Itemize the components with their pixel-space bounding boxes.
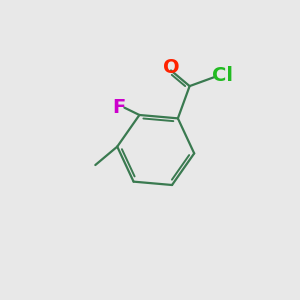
Text: O: O (163, 58, 179, 76)
Text: F: F (112, 98, 125, 117)
Text: Cl: Cl (212, 66, 233, 85)
